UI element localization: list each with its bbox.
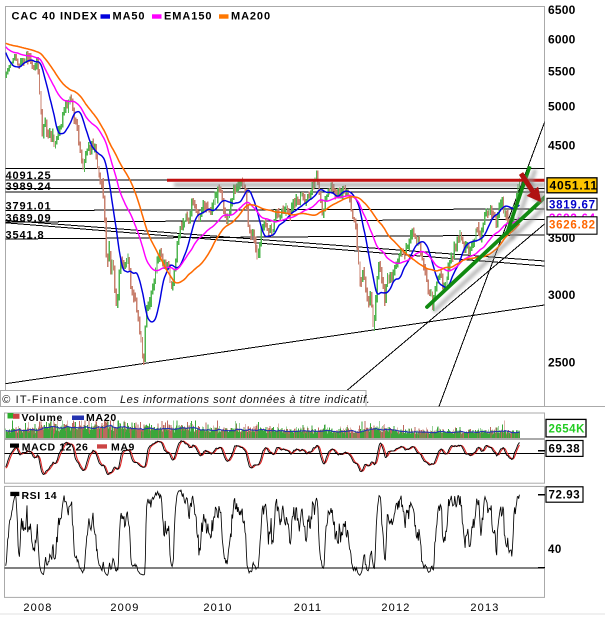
svg-text:4500: 4500	[548, 139, 576, 153]
svg-text:2010: 2010	[203, 602, 232, 614]
svg-text:72.93: 72.93	[549, 490, 581, 502]
svg-text:2013: 2013	[470, 602, 499, 614]
svg-text:Volume: Volume	[22, 412, 64, 424]
svg-text:CAC 40 INDEX: CAC 40 INDEX	[12, 11, 99, 23]
svg-text:2009: 2009	[110, 602, 139, 614]
svg-text:MA50: MA50	[113, 11, 146, 23]
svg-text:2012: 2012	[381, 602, 410, 614]
svg-text:3989.24: 3989.24	[6, 181, 52, 193]
svg-text:5000: 5000	[548, 100, 576, 114]
svg-text:© IT-Finance.com: © IT-Finance.com	[2, 394, 107, 406]
svg-text:3689.09: 3689.09	[6, 212, 52, 224]
svg-text:MACD 12 26: MACD 12 26	[22, 441, 89, 453]
svg-text:4051.11: 4051.11	[550, 179, 598, 193]
svg-text:6500: 6500	[548, 3, 576, 17]
svg-text:3000: 3000	[548, 288, 576, 302]
svg-text:EMA150: EMA150	[164, 11, 213, 23]
svg-text:MA9: MA9	[111, 441, 135, 453]
svg-text:2654K: 2654K	[549, 424, 586, 436]
svg-text:MA20: MA20	[86, 412, 117, 424]
svg-text:Les informations sont données: Les informations sont données à titre in…	[120, 394, 370, 406]
svg-text:3626.82: 3626.82	[549, 220, 596, 232]
svg-text:40: 40	[548, 544, 562, 556]
svg-text:3791.01: 3791.01	[6, 201, 52, 213]
svg-text:2500: 2500	[548, 355, 576, 369]
svg-text:2008: 2008	[23, 602, 52, 614]
svg-text:2011: 2011	[294, 602, 322, 614]
svg-text:5500: 5500	[548, 64, 576, 78]
svg-text:69.38: 69.38	[549, 444, 581, 456]
svg-text:6000: 6000	[548, 32, 576, 46]
svg-text:RSI 14: RSI 14	[22, 490, 58, 502]
svg-text:MA200: MA200	[231, 11, 271, 23]
svg-text:4091.25: 4091.25	[6, 170, 52, 182]
svg-text:3541.8: 3541.8	[6, 229, 45, 241]
svg-text:3819.67: 3819.67	[549, 199, 596, 211]
